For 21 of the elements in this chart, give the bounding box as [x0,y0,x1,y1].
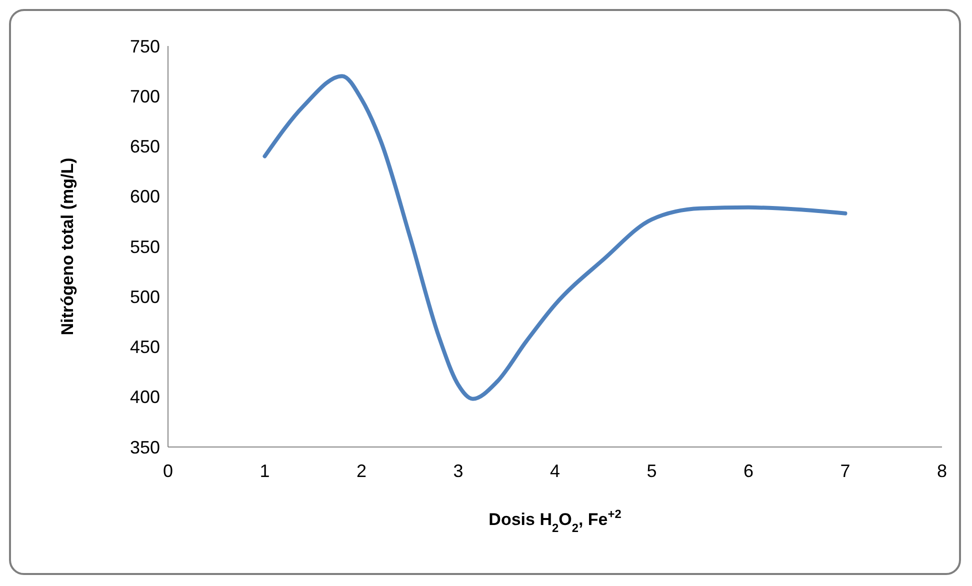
x-tick-label: 5 [646,461,657,481]
y-tick-label: 700 [130,86,160,106]
y-tick-label: 650 [130,136,160,157]
y-tick-label: 750 [130,36,160,56]
x-tick-label: 2 [356,461,367,481]
y-tick-label: 550 [130,236,160,257]
x-tick-label: 8 [936,461,948,481]
x-tick-label: 6 [743,461,754,481]
x-tick-label: 1 [260,461,270,481]
x-tick-label: 7 [840,461,850,481]
x-tick-label: 0 [162,461,174,481]
line-series [262,74,848,401]
y-tick-label: 350 [130,437,160,458]
x-axis-title: Dosis H$_{2}$O$_{2}$, Fe$^{+2}$ [488,507,622,535]
y-axis-title: Nitrógeno total (mg/L) [58,158,77,336]
y-tick-label: 500 [130,286,160,307]
x-tick-label: 4 [550,461,560,481]
y-tick-label: 600 [130,186,160,207]
y-tick-label: 400 [130,387,160,408]
y-tick-label: 450 [130,337,160,358]
x-tick-label: 3 [453,461,464,481]
